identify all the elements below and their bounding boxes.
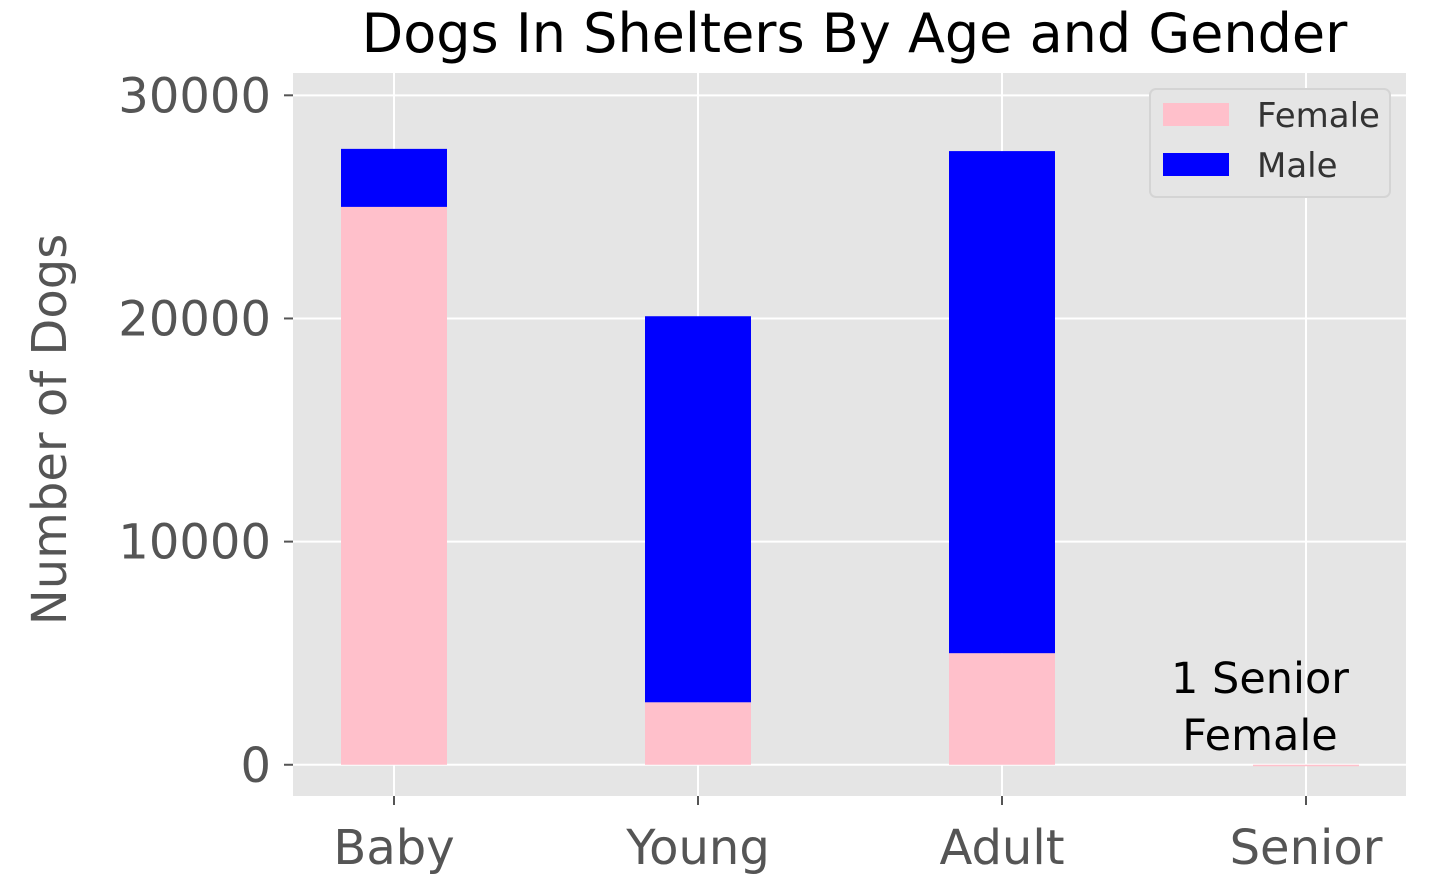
bar-female-baby — [341, 206, 447, 765]
annotation: 1 Senior Female — [1171, 654, 1349, 761]
y-axis-label: Number of Dogs — [22, 234, 78, 625]
bars — [341, 148, 1359, 767]
x-tick-label: Adult — [939, 820, 1064, 876]
x-tick-label: Senior — [1230, 820, 1383, 876]
x-tick-label: Young — [625, 820, 770, 876]
x-tick-label: Baby — [333, 820, 454, 876]
y-tick-label: 20000 — [118, 291, 271, 347]
y-tick-label: 0 — [240, 738, 271, 794]
bar-male-baby — [341, 148, 447, 207]
bar-female-young — [645, 702, 751, 765]
chart-title: Dogs In Shelters By Age and Gender — [362, 2, 1348, 65]
legend-label: Female — [1257, 96, 1380, 136]
bar-male-young — [645, 316, 751, 703]
legend-swatch-female — [1163, 103, 1229, 126]
legend: Female Male — [1149, 88, 1391, 198]
y-tick-label: 30000 — [118, 68, 271, 124]
y-axis: 0 10000 20000 30000 — [118, 68, 293, 794]
y-tick-label: 10000 — [118, 515, 271, 571]
bar-female-senior — [1253, 764, 1359, 767]
annotation-line: Female — [1182, 711, 1337, 761]
legend-swatch-male — [1163, 153, 1229, 176]
bar-male-adult — [949, 151, 1055, 654]
bar-female-adult — [949, 653, 1055, 765]
annotation-line: 1 Senior — [1171, 654, 1349, 704]
legend-label: Male — [1257, 146, 1338, 186]
x-axis: Baby Young Adult Senior — [333, 796, 1383, 876]
